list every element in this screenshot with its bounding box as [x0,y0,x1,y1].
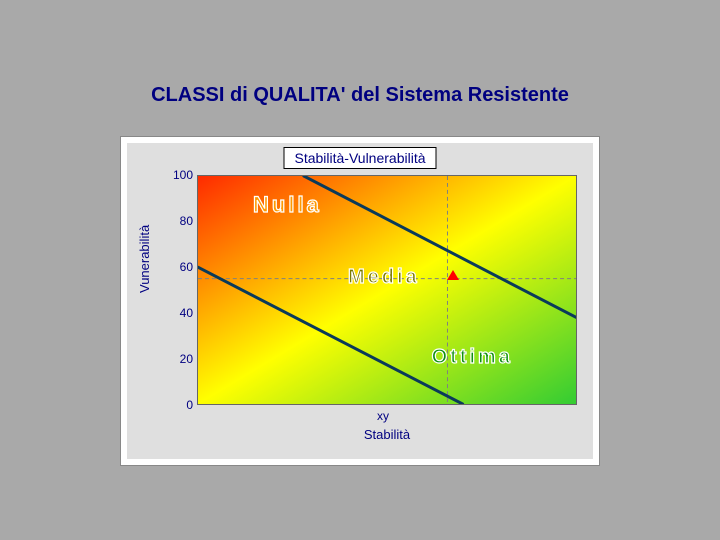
y-axis-label: Vunerabilità [137,225,152,293]
y-tick: 20 [163,352,193,366]
chart-panel: Stabilità-Vulnerabilità Vunerabilità [120,136,600,466]
xy-label: xy [377,409,389,423]
x-axis-label: Stabilità [197,427,577,442]
marker-icon [447,270,459,280]
page-title: CLASSI di QUALITA' del Sistema Resistent… [0,84,720,107]
zone-label: Media [348,266,420,289]
y-tick: 100 [163,168,193,182]
plot-area: Nulla Media Ottima [197,175,577,405]
y-tick: 40 [163,306,193,320]
y-tick: 60 [163,260,193,274]
zone-label: Nulla [253,192,322,218]
zone-label: Ottima [432,346,513,369]
y-tick: 0 [163,398,193,412]
chart-inner: Stabilità-Vulnerabilità Vunerabilità [127,143,593,459]
chart-title: Stabilità-Vulnerabilità [284,147,437,169]
y-tick: 80 [163,214,193,228]
